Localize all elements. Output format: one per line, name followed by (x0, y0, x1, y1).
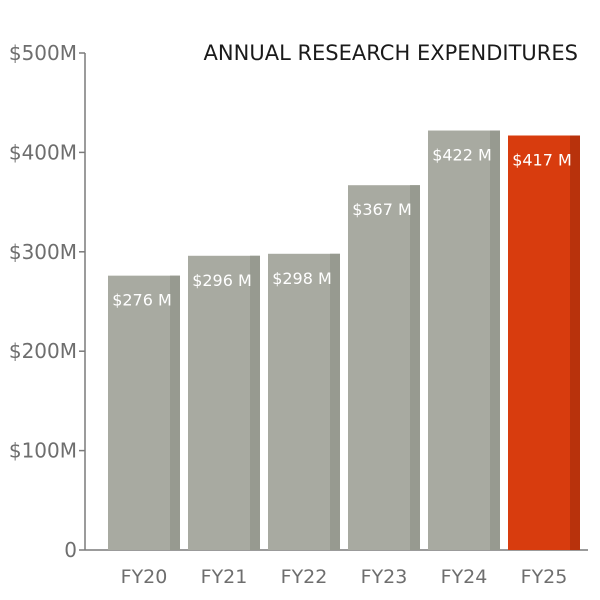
y-tick-label: $500M (9, 41, 77, 65)
data-label: $422 M (432, 146, 492, 165)
bar (348, 185, 420, 550)
bars: $276 M $296 M $298 M $367 M $422 M $417 M (108, 130, 580, 551)
y-tick-label: $300M (9, 240, 77, 264)
bar-fy22: $298 M (268, 253, 340, 550)
y-axis: 0 $100M $200M $300M $400M $500M (9, 41, 588, 562)
bar-fy20: $276 M (108, 275, 180, 550)
y-tick-label: $400M (9, 140, 77, 164)
bar (428, 130, 500, 551)
data-label: $367 M (352, 200, 412, 219)
x-tick-label: FY21 (201, 566, 248, 588)
x-tick-label: FY23 (361, 566, 408, 588)
bar-fy25: $417 M (508, 135, 580, 550)
x-tick-label: FY22 (281, 566, 328, 588)
x-tick-label: FY20 (121, 566, 168, 588)
y-tick-label: 0 (64, 538, 77, 562)
bar-fy24: $422 M (428, 130, 500, 551)
x-tick-label: FY24 (441, 566, 488, 588)
x-tick-label: FY25 (521, 566, 568, 588)
bar (268, 253, 340, 550)
bar-shade (490, 130, 500, 551)
bar (188, 255, 260, 550)
chart-title: ANNUAL RESEARCH EXPENDITURES (204, 41, 578, 65)
bar-shade (330, 253, 340, 550)
bar-shade (250, 255, 260, 550)
data-label: $417 M (512, 151, 572, 170)
bar (108, 275, 180, 550)
data-label: $276 M (112, 291, 172, 310)
data-label: $298 M (272, 269, 332, 288)
data-label: $296 M (192, 271, 252, 290)
bar-fy23: $367 M (348, 185, 420, 550)
bar-shade (570, 135, 580, 550)
y-tick-label: $100M (9, 439, 77, 463)
x-axis: FY20 FY21 FY22 FY23 FY24 FY25 (121, 566, 568, 588)
y-tick-label: $200M (9, 339, 77, 363)
bar-shade (410, 185, 420, 550)
bar-shade (170, 275, 180, 550)
bar (508, 135, 580, 550)
bar-fy21: $296 M (188, 255, 260, 550)
